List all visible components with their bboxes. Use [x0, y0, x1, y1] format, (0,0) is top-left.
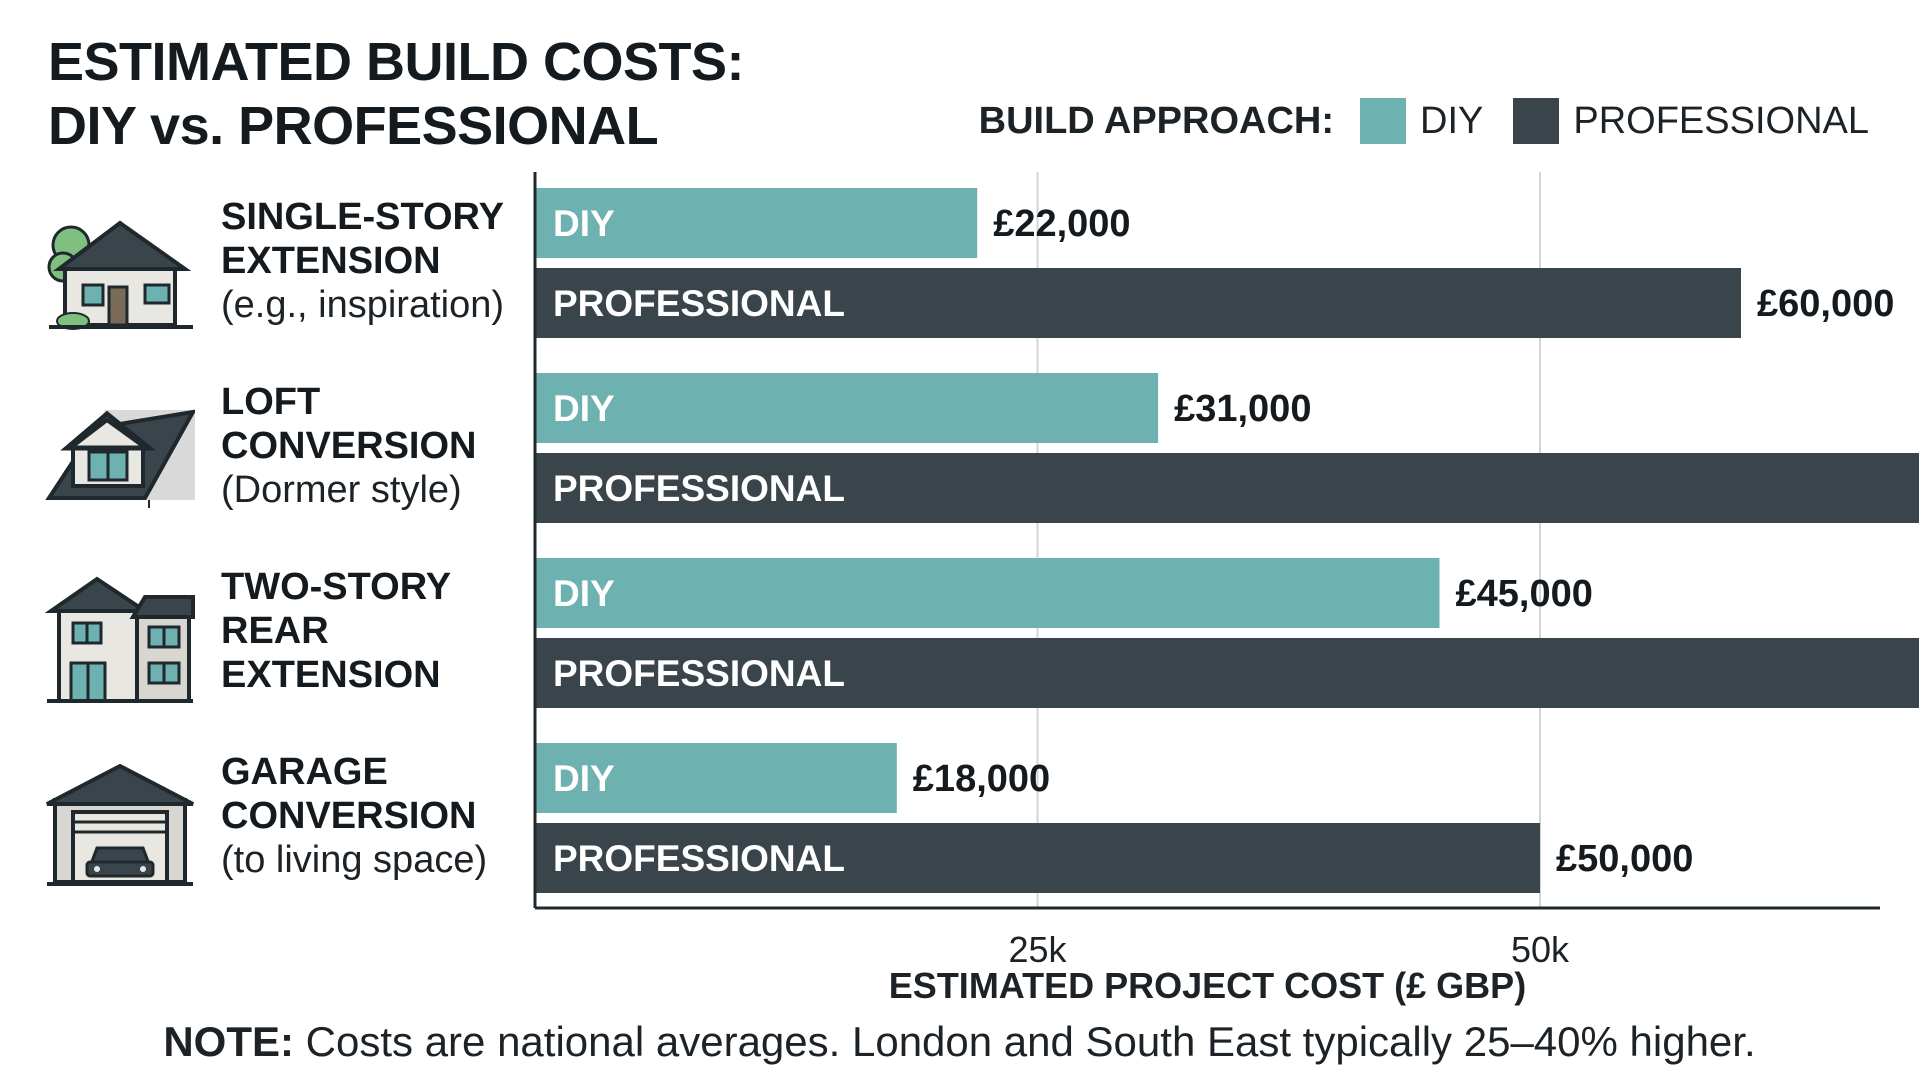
bar-professional: [535, 638, 1919, 708]
bar-professional: [535, 823, 1540, 893]
x-tick-label: 50k: [1511, 929, 1570, 970]
loft-dormer-icon: [45, 409, 195, 508]
bar-diy: [535, 373, 1159, 443]
chart-title: ESTIMATED BUILD COSTS: DIY vs. PROFESSIO…: [48, 30, 744, 158]
bar-series-label: DIY: [553, 203, 615, 244]
category-sublabel: (to living space): [221, 839, 488, 881]
bar-diy: [535, 188, 978, 258]
x-axis-title: ESTIMATED PROJECT COST (£ GBP): [888, 965, 1527, 1006]
bar-value-label: £60,000: [1757, 283, 1894, 325]
bar-series-label: DIY: [553, 758, 615, 799]
bar-value-label: £50,000: [1556, 838, 1693, 880]
legend-swatch-professional: [1513, 98, 1560, 144]
bar-professional: [535, 268, 1741, 338]
bar-value-label: £18,000: [913, 758, 1050, 800]
legend-label-diy: DIY: [1420, 99, 1484, 142]
x-tick-label: 25k: [1008, 929, 1067, 970]
legend-swatch-diy: [1360, 98, 1406, 144]
category-label-line: TWO-STORY: [221, 566, 452, 608]
bar-series-label: PROFESSIONAL: [553, 653, 845, 694]
footnote: NOTE: Costs are national averages. Londo…: [0, 1018, 1919, 1066]
category-label: SINGLE-STORY EXTENSION (e.g., inspiratio…: [221, 195, 504, 327]
bar-diy: [535, 558, 1440, 628]
bar-series-label: PROFESSIONAL: [553, 283, 845, 324]
category-two-story-rear-extension: TWO-STORY REAR EXTENSION: [45, 565, 515, 715]
footnote-label: NOTE:: [163, 1018, 294, 1065]
bar-series-label: PROFESSIONAL: [553, 838, 845, 879]
bar-value-label: £45,000: [1456, 573, 1593, 615]
footnote-text: Costs are national averages. London and …: [294, 1018, 1756, 1065]
category-sublabel: (e.g., inspiration): [221, 284, 505, 326]
category-label-line: SINGLE-STORY: [221, 196, 504, 238]
bar-value-label: £31,000: [1174, 388, 1311, 430]
chart-title-line-1: ESTIMATED BUILD COSTS:: [48, 32, 744, 92]
category-label: TWO-STORY REAR EXTENSION: [221, 565, 451, 697]
legend-title: BUILD APPROACH:: [978, 99, 1334, 142]
category-label: LOFT CONVERSION (Dormer style): [221, 380, 476, 512]
bar-value-label: £22,000: [993, 203, 1130, 245]
category-label-line: EXTENSION: [221, 654, 441, 696]
bar-series-label: PROFESSIONAL: [553, 468, 845, 509]
category-garage-conversion: GARAGE CONVERSION (to living space): [45, 750, 515, 900]
category-label-line: CONVERSION: [221, 795, 477, 837]
category-label: GARAGE CONVERSION (to living space): [221, 750, 487, 882]
legend-item-diy: DIY: [1360, 98, 1483, 144]
category-label-line: GARAGE: [221, 751, 388, 793]
two-story-house-icon: [45, 576, 195, 703]
bar-series-label: DIY: [553, 573, 615, 614]
bar-professional: [535, 453, 1919, 523]
garage-icon: [46, 763, 194, 886]
category-label-line: LOFT: [221, 381, 321, 423]
legend: BUILD APPROACH: DIY PROFESSIONAL: [979, 96, 1881, 146]
bar-diy: [535, 743, 897, 813]
house-icon: [47, 220, 193, 330]
legend-label-professional: PROFESSIONAL: [1573, 99, 1869, 142]
legend-item-professional: PROFESSIONAL: [1513, 98, 1869, 144]
category-single-story-extension: SINGLE-STORY EXTENSION (e.g., inspiratio…: [45, 195, 515, 345]
chart-title-line-2: DIY vs. PROFESSIONAL: [48, 96, 659, 156]
category-label-line: EXTENSION: [221, 240, 441, 282]
category-sublabel: (Dormer style): [221, 469, 462, 511]
category-label-line: REAR: [221, 610, 329, 652]
category-loft-conversion: LOFT CONVERSION (Dormer style): [45, 380, 515, 530]
bar-series-label: DIY: [553, 388, 615, 429]
category-label-line: CONVERSION: [221, 425, 477, 467]
